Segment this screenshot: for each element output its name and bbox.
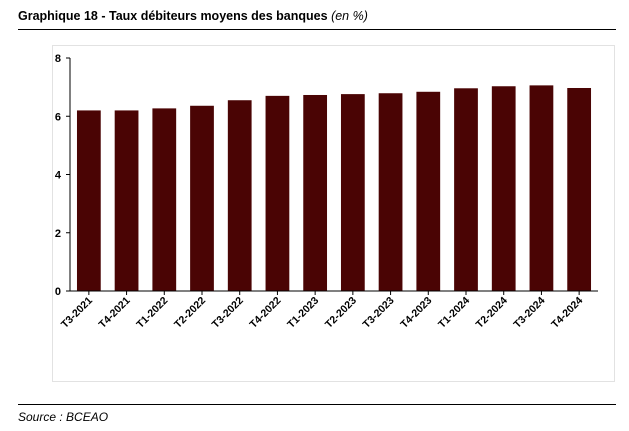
x-tick-label: T2-2023 — [323, 295, 359, 331]
y-tick-label: 2 — [55, 228, 61, 240]
chart-title-unit: (en %) — [331, 9, 368, 23]
bar-t4-2023 — [416, 91, 441, 291]
bar-t1-2023 — [303, 94, 328, 292]
x-tick-label: T1-2022 — [134, 295, 170, 331]
bar-t2-2022 — [190, 105, 214, 291]
y-tick-label: 0 — [55, 286, 61, 298]
x-tick-label: T3-2021 — [59, 295, 95, 331]
bar-t2-2023 — [340, 94, 365, 292]
x-tick-label: T4-2023 — [398, 295, 434, 331]
bar-t4-2022 — [265, 95, 290, 291]
x-tick-label: T1-2023 — [285, 295, 321, 331]
bar-t4-2021 — [114, 110, 139, 291]
bar-t3-2021 — [76, 110, 101, 291]
bar-t4-2024 — [567, 87, 592, 291]
x-tick-label: T4-2022 — [247, 295, 283, 331]
bar-t3-2024 — [529, 85, 554, 291]
chart-title-main: Graphique 18 - Taux débiteurs moyens des… — [18, 9, 328, 23]
bar-t2-2024 — [491, 86, 516, 291]
y-tick-label: 4 — [55, 170, 62, 182]
x-tick-label: T3-2023 — [361, 295, 397, 331]
x-tick-label: T4-2021 — [97, 295, 133, 331]
x-tick-label: T2-2024 — [474, 295, 510, 331]
y-tick-label: 8 — [55, 53, 61, 65]
bar-t1-2024 — [454, 88, 478, 291]
chart-frame — [52, 45, 615, 382]
bar-t1-2022 — [152, 108, 177, 291]
bar-t3-2022 — [227, 100, 252, 291]
x-tick-label: T2-2022 — [172, 295, 208, 331]
top-rule — [18, 29, 616, 30]
y-tick-label: 6 — [55, 111, 61, 123]
x-tick-label: T4-2024 — [549, 295, 585, 331]
bottom-rule — [18, 404, 616, 405]
x-tick-label: T3-2022 — [210, 295, 246, 331]
x-tick-label: T1-2024 — [436, 295, 472, 331]
chart-title: Graphique 18 - Taux débiteurs moyens des… — [18, 9, 368, 23]
x-tick-label: T3-2024 — [511, 295, 547, 331]
bar-t3-2023 — [378, 93, 403, 292]
source-note: Source : BCEAO — [18, 410, 109, 424]
